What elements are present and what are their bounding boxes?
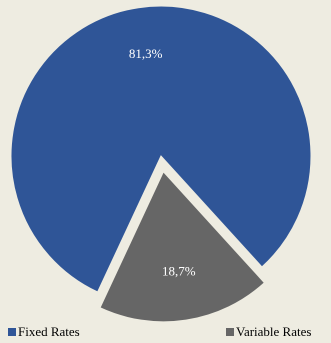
legend-label: Variable Rates (236, 324, 311, 339)
data-label: 81,3% (129, 46, 163, 61)
legend-swatch (226, 328, 234, 336)
data-label: 18,7% (162, 264, 196, 279)
pie-slice (99, 170, 266, 323)
legend-swatch (8, 328, 16, 336)
pie-slice (10, 5, 312, 293)
legend-label: Fixed Rates (18, 324, 80, 339)
